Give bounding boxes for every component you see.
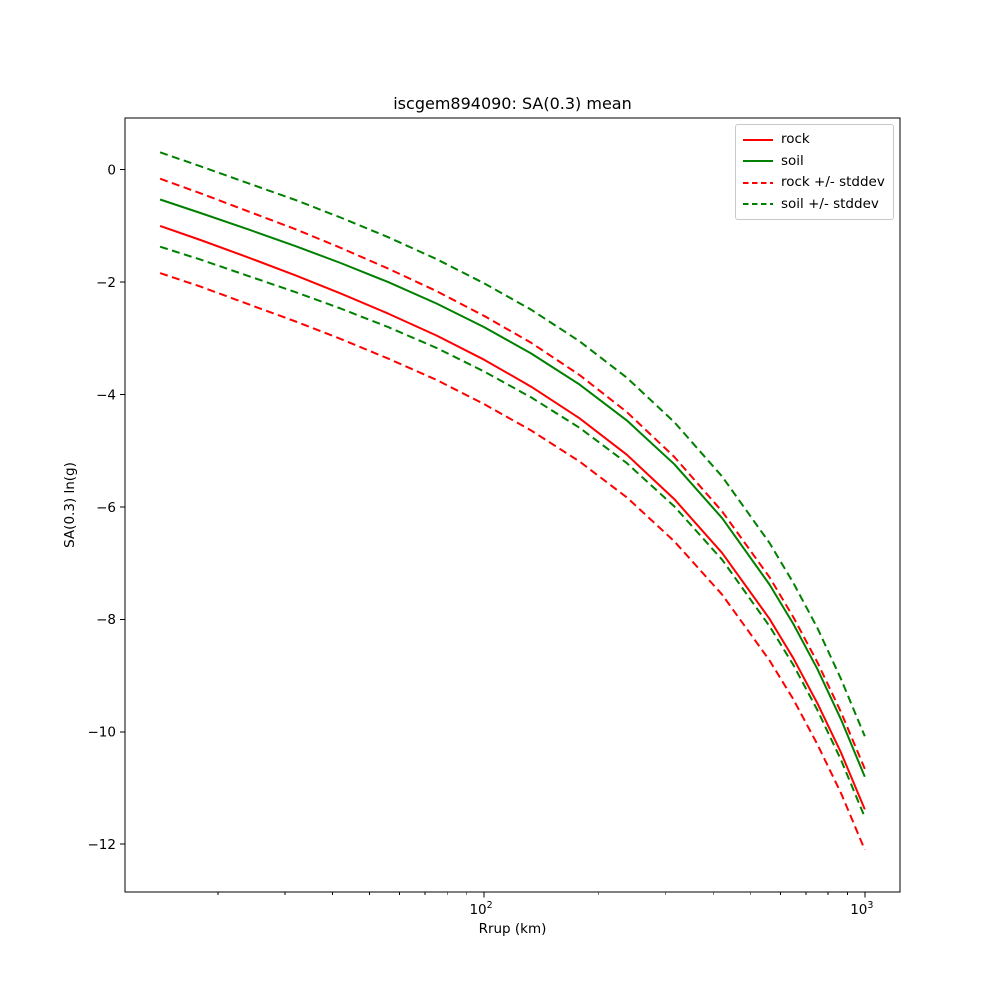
legend-entry-soil: soil	[743, 151, 885, 173]
legend-line-sample	[743, 181, 773, 184]
legend-line-sample	[743, 138, 773, 141]
legend-label: soil	[781, 152, 804, 169]
legend-line-sample	[743, 160, 773, 163]
legend-label: rock +/- stddev	[781, 174, 885, 190]
y-tick-label: −4	[96, 387, 116, 403]
curve-rock	[159, 224, 866, 810]
legend-line-sample	[743, 203, 773, 206]
legend-entry-soil-stddev: soil +/- stddev	[743, 194, 885, 216]
axes-layer	[120, 117, 901, 898]
legend-entry-rock: rock	[743, 129, 885, 151]
chart-title: iscgem894090: SA(0.3) mean	[393, 94, 632, 113]
tick-labels-layer: 0 −2 −4 −6 −8 −10 −12 102 103	[88, 163, 874, 918]
x-tick-label: 103	[850, 900, 873, 918]
curve-soil-plus-stddev	[159, 151, 866, 737]
curve-soil	[159, 198, 866, 778]
y-tick-label: −6	[96, 500, 116, 516]
legend-label: rock	[781, 131, 810, 147]
x-tick-label: 102	[469, 900, 492, 918]
x-axis-label: Rrup (km)	[478, 921, 547, 937]
y-tick-label: −2	[96, 275, 116, 291]
curve-soil-minus-stddev	[159, 245, 866, 818]
y-tick-label: −10	[88, 725, 117, 741]
y-axis-label: SA(0.3) ln(g)	[62, 462, 78, 548]
curves-layer	[159, 151, 866, 851]
curve-rock-minus-stddev	[159, 272, 866, 851]
curve-rock-plus-stddev	[159, 177, 866, 770]
legend-label: soil +/- stddev	[781, 195, 879, 212]
legend: rock soil rock +/- stddev soil +/- stddev	[735, 124, 894, 220]
plot-frame	[124, 117, 901, 893]
y-tick-label: 0	[107, 163, 116, 179]
legend-entry-rock-stddev: rock +/- stddev	[743, 172, 885, 194]
y-tick-label: −12	[88, 837, 117, 853]
y-tick-label: −8	[96, 612, 116, 628]
